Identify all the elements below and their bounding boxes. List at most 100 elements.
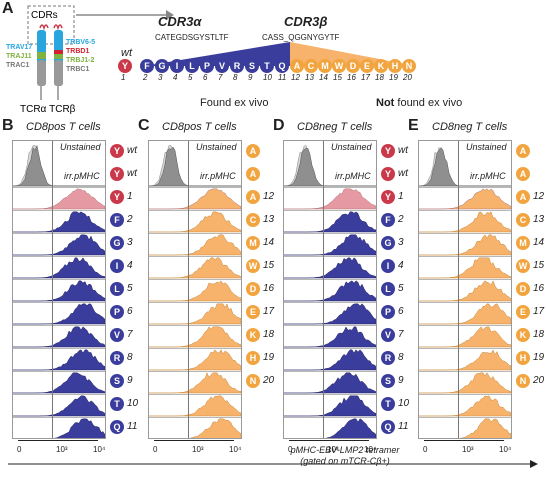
residue-index: 15 — [533, 260, 545, 271]
residue-number: 1 — [121, 73, 126, 82]
residue-badge-found: T — [260, 59, 274, 73]
residue-index: 7 — [127, 329, 133, 340]
residue-number: 20 — [403, 73, 412, 82]
row-divider — [419, 187, 511, 188]
row-divider — [284, 417, 376, 418]
residue-number: 10 — [263, 73, 272, 82]
row-divider — [419, 233, 511, 234]
histogram-peak — [419, 372, 511, 394]
histogram-peak — [13, 303, 105, 325]
residue-number: 9 — [248, 73, 253, 82]
residue-index: 15 — [263, 260, 275, 271]
histogram-peak — [419, 188, 511, 210]
histogram-peak — [284, 326, 376, 348]
residue-badge: F — [110, 213, 124, 227]
histogram-peak — [419, 326, 511, 348]
panel-label-a: A — [2, 0, 14, 17]
residue-badge-found: V — [215, 59, 229, 73]
residue-index: 5 — [398, 283, 404, 294]
row-divider — [419, 302, 511, 303]
residue-badge-notfound: K — [374, 59, 388, 73]
residue-badge-notfound: E — [360, 59, 374, 73]
histogram-stack — [149, 145, 241, 438]
row-divider — [13, 187, 105, 188]
axis-ticks — [18, 440, 98, 445]
cdr3-beta-title: CDR3β — [284, 14, 328, 29]
residue-badge: A — [246, 144, 260, 158]
histogram-frame — [12, 140, 106, 439]
irr-pmhc-label: irr.pMHC — [200, 171, 236, 181]
residue-badge: A — [246, 167, 260, 181]
residue-badge: I — [381, 259, 395, 273]
residue-badge: A — [516, 190, 530, 204]
histogram-peak — [284, 303, 376, 325]
trbv-label: TRBV6-5 — [66, 39, 95, 46]
histogram-peak — [13, 395, 105, 417]
residue-index: 11 — [398, 421, 409, 432]
row-divider — [149, 256, 241, 257]
trac-label: TRAC1 — [6, 62, 29, 69]
residue-index: 1 — [398, 191, 404, 202]
residue-badge: A — [246, 190, 260, 204]
residue-index: 20 — [533, 375, 545, 386]
row-divider — [13, 256, 105, 257]
cdr3-beta-seq: CASS_QGGNYGYTF — [262, 33, 340, 42]
histogram-peak — [284, 211, 376, 233]
residue-badge: T — [110, 397, 124, 411]
axis-tick-label: 10³ — [327, 445, 339, 454]
histogram-peak — [149, 211, 241, 233]
histogram-peak — [13, 144, 105, 187]
row-divider — [284, 371, 376, 372]
residue-badge: I — [110, 259, 124, 273]
histogram-peak — [284, 257, 376, 279]
residue-badge: S — [381, 374, 395, 388]
row-divider — [284, 210, 376, 211]
row-divider — [149, 187, 241, 188]
residue-index: 2 — [398, 214, 404, 225]
residue-index: 18 — [533, 329, 545, 340]
arrow-right-icon — [76, 10, 174, 20]
row-divider — [149, 417, 241, 418]
residue-badge-found: S — [245, 59, 259, 73]
chain-labels: TCRα TCRβ — [20, 104, 76, 115]
residue-number: 5 — [188, 73, 193, 82]
residue-badge: Y — [110, 167, 124, 181]
row-divider — [284, 348, 376, 349]
residue-badge-notfound: N — [402, 59, 416, 73]
residue-badge: A — [516, 144, 530, 158]
histogram-peak — [149, 188, 241, 210]
row-divider — [284, 302, 376, 303]
residue-number: 15 — [333, 73, 342, 82]
histogram-stack — [13, 144, 105, 438]
row-divider — [149, 371, 241, 372]
row-divider — [419, 279, 511, 280]
cdr3-alpha-seq: CATEGDSGYSTLTF — [155, 33, 229, 42]
axis-ticks — [424, 440, 504, 445]
trbc-label: TRBC1 — [66, 66, 89, 73]
traj-label: TRAJ11 — [6, 53, 32, 60]
residue-index: 10 — [127, 398, 139, 409]
row-divider — [13, 302, 105, 303]
histogram-peak — [149, 280, 241, 302]
axis-tick-label: 0 — [153, 445, 158, 454]
residue-index: 14 — [263, 237, 275, 248]
residue-badge: N — [516, 374, 530, 388]
residue-index: 20 — [263, 375, 275, 386]
row-divider — [419, 210, 511, 211]
cdrs-label: CDRs — [31, 10, 58, 21]
residue-badge: F — [381, 213, 395, 227]
residue-badge: G — [381, 236, 395, 250]
row-divider — [13, 233, 105, 234]
axis-tick-label: 10⁴ — [499, 445, 512, 454]
residue-number: 17 — [361, 73, 370, 82]
unstained-label: Unstained — [331, 142, 372, 152]
histogram-peak — [13, 188, 105, 210]
histogram-peak — [459, 418, 511, 438]
residue-badge: D — [516, 282, 530, 296]
residue-index: 13 — [533, 214, 545, 225]
residue-badge: M — [516, 236, 530, 250]
row-divider — [284, 325, 376, 326]
residue-badge: Y — [110, 144, 124, 158]
axis-caption: pMHC-EBV-LMP2 tetramer (gated on mTCR-Cβ… — [240, 445, 450, 467]
residue-number: 16 — [347, 73, 356, 82]
